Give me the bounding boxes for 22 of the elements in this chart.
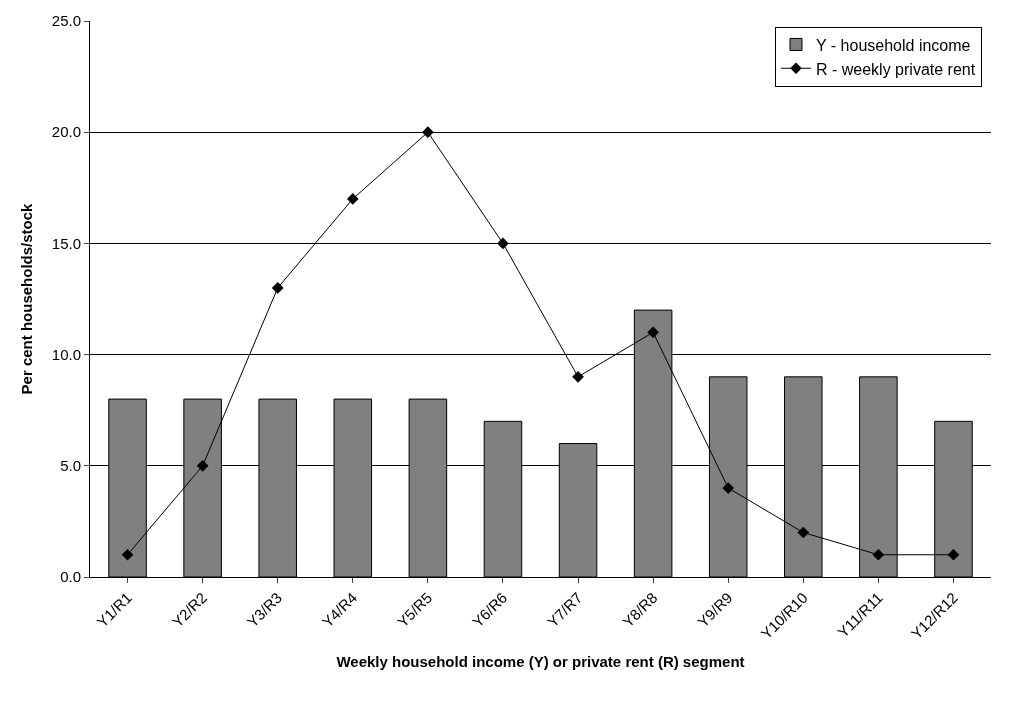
y-tick-label: 15.0 [51,234,81,252]
point [947,548,960,561]
point [647,326,659,339]
y-tick-label: 0.0 [60,568,81,586]
point [497,237,509,250]
point [872,548,885,561]
point [271,282,284,294]
y-tick-label: 25.0 [51,12,81,30]
point [722,482,735,494]
point [346,193,359,205]
point [422,126,434,139]
y-tick-label: 5.0 [60,457,81,475]
point [121,548,134,561]
y-tick-label: 10.0 [51,345,81,363]
legend-label: Y - household income [815,36,971,54]
legend-label: R - weekly private rent [815,60,976,78]
x-axis-title: Weekly household income (Y) or private rent (R) segment [336,653,745,671]
y-tick-label: 20.0 [51,123,81,141]
point [797,526,810,539]
point [572,370,584,383]
point [196,459,209,472]
y-axis-title: Per cent households/stock [18,202,36,395]
